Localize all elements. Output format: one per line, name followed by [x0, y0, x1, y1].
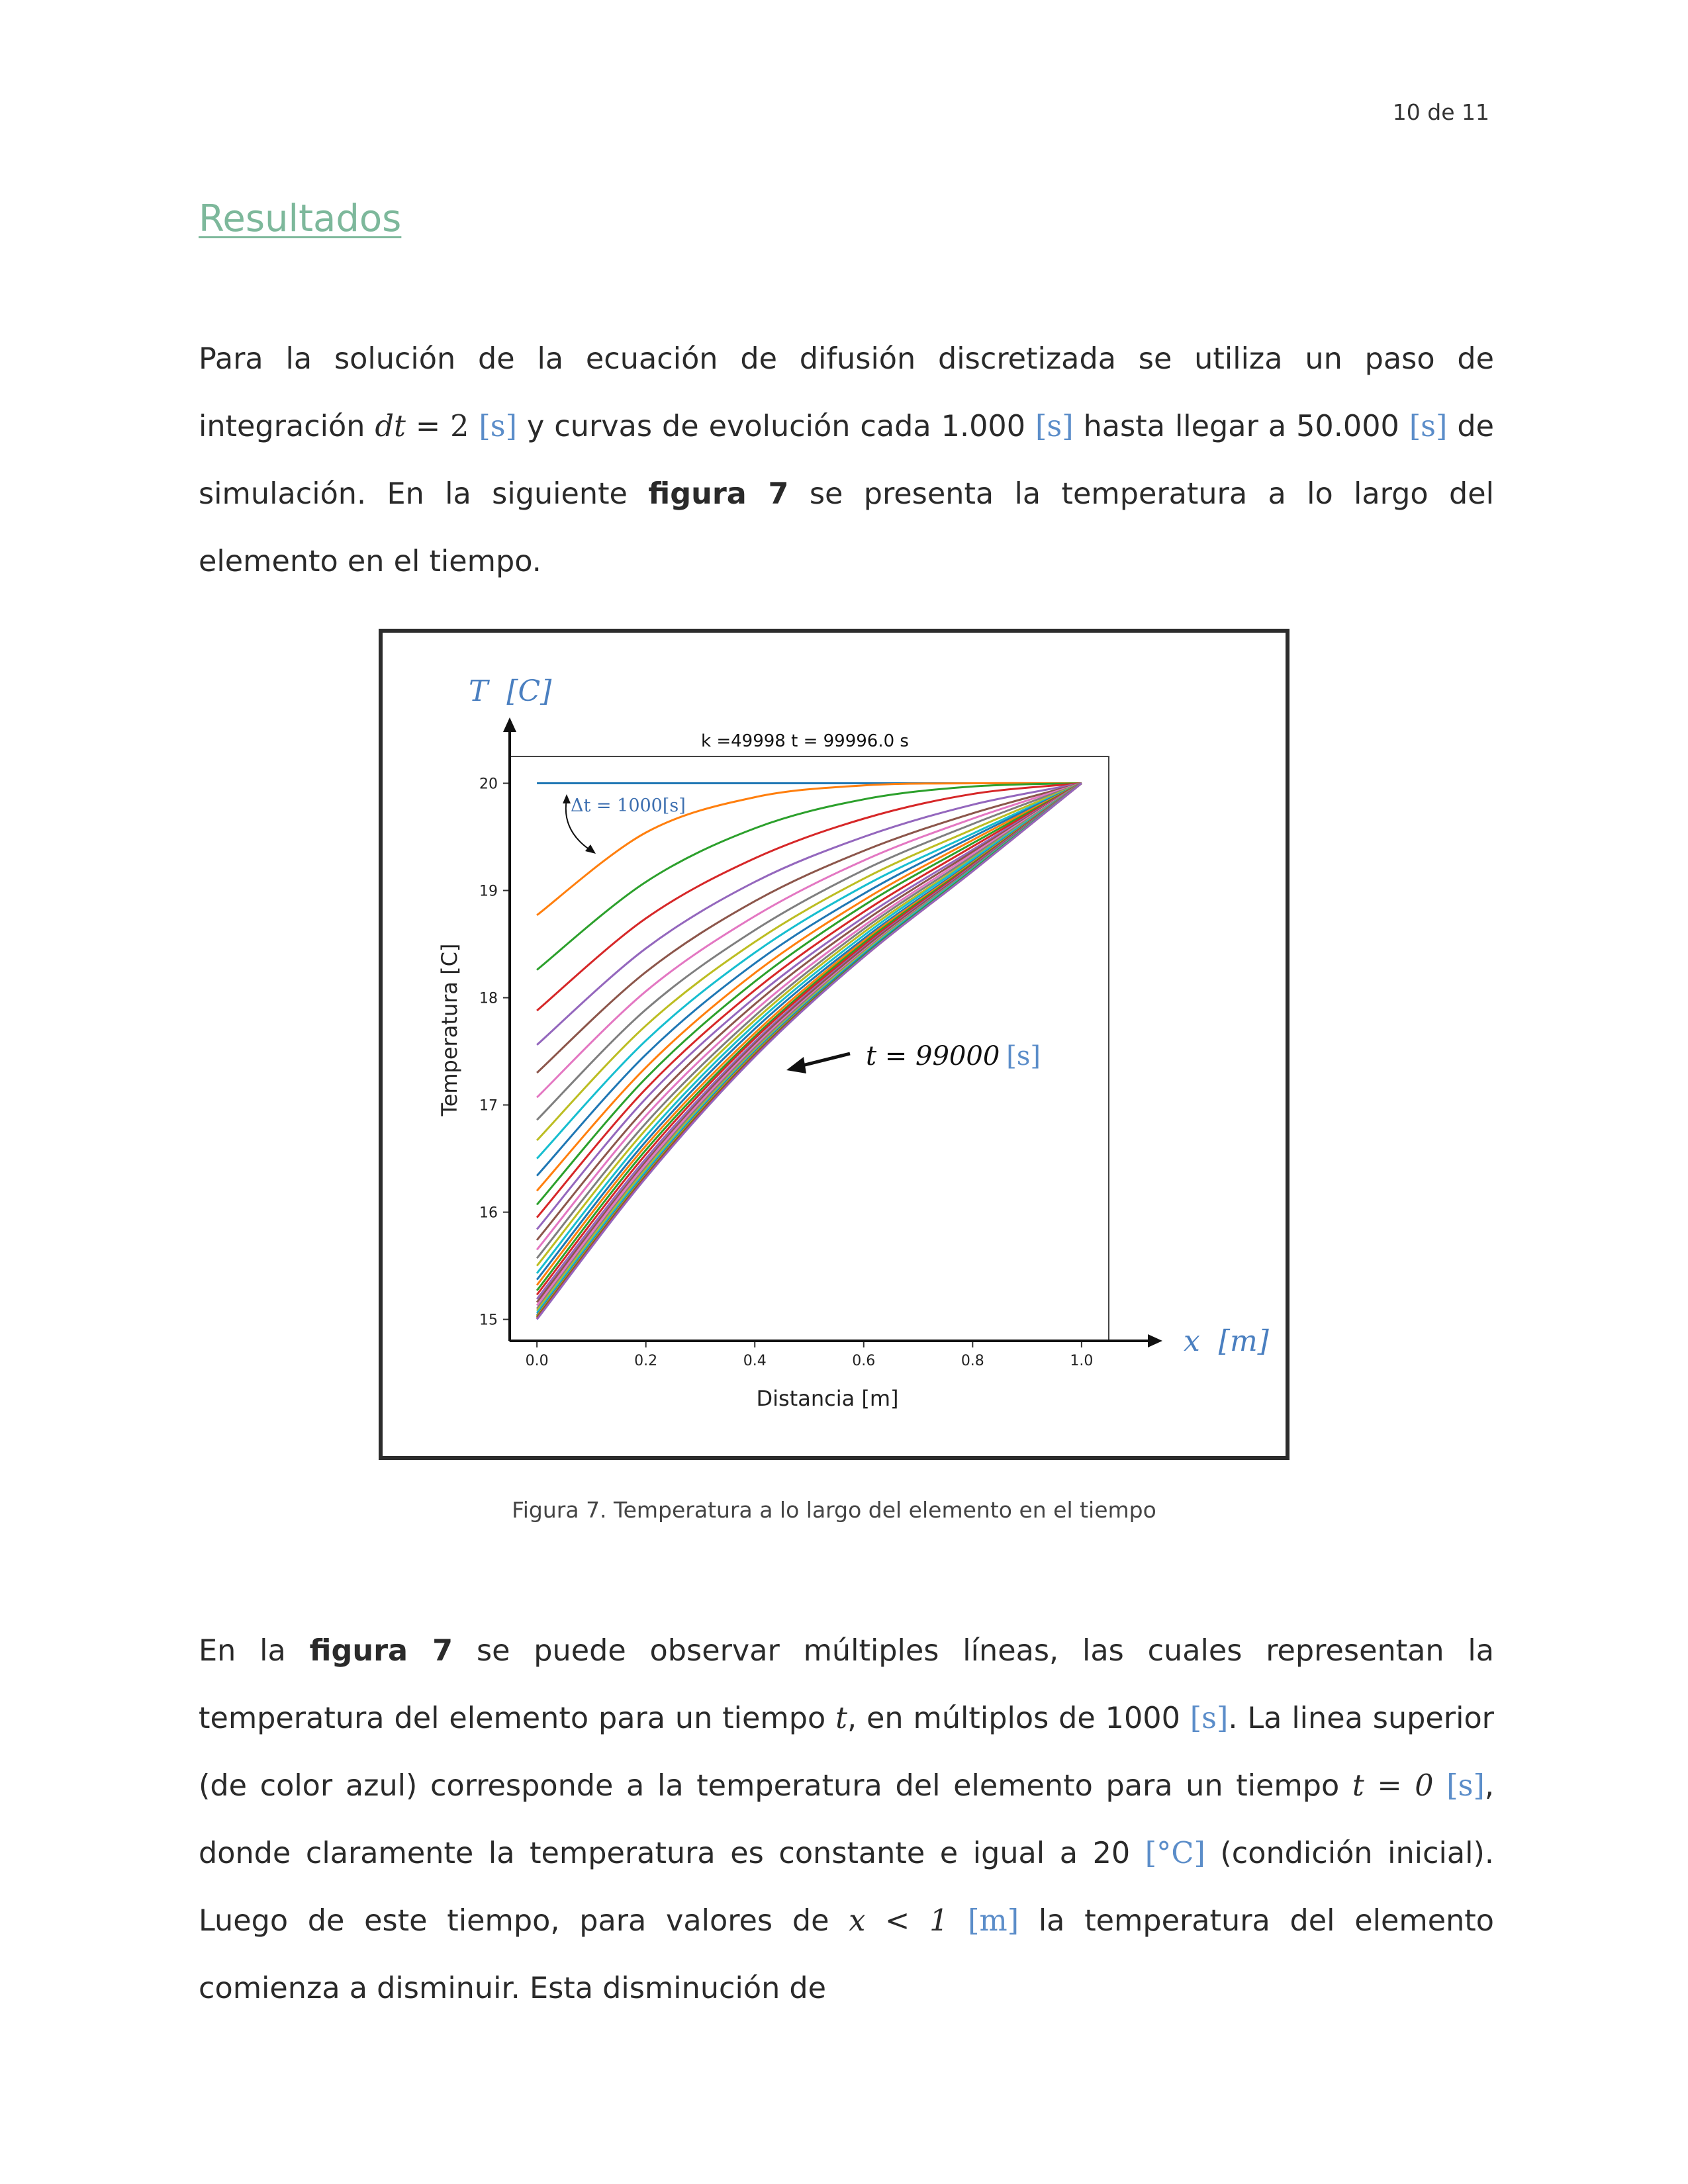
figure-caption: Figura 7. Temperatura a lo largo del ele… — [512, 1497, 1156, 1523]
paragraph-intro: Para la solución de la ecuación de difus… — [199, 326, 1494, 596]
x-axis-arrowhead — [1148, 1334, 1162, 1347]
unit-celsius: [°C] — [1145, 1837, 1205, 1870]
math-t: t — [835, 1702, 847, 1735]
series-line-9 — [536, 782, 1082, 1160]
series-line-13 — [536, 782, 1082, 1218]
x-tick-label: 0.8 — [961, 1353, 984, 1369]
series-layer — [536, 782, 1082, 1320]
text-run: se puede observar múltiples líneas, las … — [199, 1634, 1494, 1735]
annotation-dt-arrowhead — [585, 844, 596, 854]
annotation-t99000-text: t = 99000 — [866, 1041, 1000, 1071]
series-line-15 — [536, 782, 1082, 1241]
unit-s: [s] — [1409, 410, 1448, 443]
annotation-dt: Δt = 1000[s] — [571, 796, 686, 816]
text-run: y curvas de evolución cada 1.000 — [516, 410, 1036, 443]
series-line-26 — [536, 782, 1082, 1306]
series-line-34 — [536, 782, 1082, 1320]
y-tick-label: 18 — [479, 991, 498, 1007]
series-line-14 — [536, 782, 1082, 1230]
text-run: Para la solución de la ecuación de difus… — [199, 342, 1494, 443]
annotation-x-axis: x [m] — [1184, 1324, 1270, 1358]
series-line-16 — [536, 782, 1082, 1251]
figure-reference: figura 7 — [309, 1634, 453, 1668]
x-tick-label: 0.0 — [526, 1353, 549, 1369]
series-line-33 — [536, 782, 1082, 1319]
temperature-chart: 0.0 0.2 0.4 0.6 0.8 1.0 15 16 17 18 19 20 k =49998 … — [437, 674, 1270, 1411]
x-axis-label: Distancia [m] — [756, 1386, 898, 1411]
text-run: (condición inicial). Luego de este tiemp… — [199, 1837, 1494, 1938]
series-line-10 — [536, 782, 1082, 1177]
x-tick-label: 0.6 — [852, 1353, 875, 1369]
series-line-2 — [536, 782, 1082, 971]
series-line-8 — [536, 782, 1082, 1142]
text-run: . La linea superior (de color azul) corr… — [199, 1702, 1494, 1803]
x-tick-label: 0.4 — [743, 1353, 767, 1369]
annotation-t99000: t = 99000 [s] — [866, 1041, 1041, 1071]
unit-m: [m] — [968, 1904, 1019, 1938]
text-run: , en múltiplos de 1000 — [847, 1702, 1190, 1735]
series-line-17 — [536, 782, 1082, 1259]
text-run: , donde claramente la temperatura es con… — [199, 1769, 1494, 1870]
series-line-19 — [536, 782, 1082, 1274]
page-number: 10 de 11 — [1392, 99, 1489, 125]
series-line-31 — [536, 782, 1082, 1317]
series-line-22 — [536, 782, 1082, 1291]
series-line-32 — [536, 782, 1082, 1318]
tick-layer: 0.0 0.2 0.4 0.6 0.8 1.0 15 16 17 18 19 20 — [479, 776, 1093, 1369]
figure-reference: figura 7 — [648, 477, 789, 511]
y-tick-label: 15 — [479, 1312, 498, 1329]
annotation-dt-arrowhead-top — [563, 794, 571, 803]
annotation-t99000-unit: [s] — [1006, 1041, 1041, 1071]
series-line-24 — [536, 782, 1082, 1300]
figure-frame: 0.0 0.2 0.4 0.6 0.8 1.0 15 16 17 18 19 20 k =49998 … — [379, 629, 1289, 1460]
annotation-t99000-arrow — [799, 1052, 851, 1068]
x-tick-label: 1.0 — [1070, 1353, 1093, 1369]
series-line-25 — [536, 782, 1082, 1303]
unit-s: [s] — [1035, 410, 1074, 443]
series-line-1 — [536, 782, 1082, 916]
text-run: de simulación. En la siguiente — [199, 410, 1494, 511]
y-axis-label: Temperatura [C] — [437, 944, 462, 1117]
text-run: se presenta la temperatura a lo largo de… — [199, 477, 1494, 578]
series-line-6 — [536, 782, 1082, 1099]
text-run: hasta llegar a 50.000 — [1073, 410, 1409, 443]
y-tick-label: 17 — [479, 1098, 498, 1115]
math-equals-2: = 2 — [405, 410, 469, 443]
series-line-4 — [536, 782, 1082, 1046]
series-line-11 — [536, 782, 1082, 1192]
series-line-23 — [536, 782, 1082, 1296]
math-x-less-1: x < 1 — [849, 1904, 949, 1938]
unit-s: [s] — [1446, 1769, 1485, 1803]
unit-s: [s] — [479, 410, 517, 443]
series-line-5 — [536, 782, 1082, 1074]
section-heading: Resultados — [199, 197, 402, 240]
text-run — [1434, 1769, 1447, 1803]
series-line-12 — [536, 782, 1082, 1206]
x-tick-label: 0.2 — [634, 1353, 657, 1369]
math-t-equals-0: t = 0 — [1352, 1769, 1434, 1803]
y-tick-label: 20 — [479, 776, 498, 793]
annotation-t99000-arrowhead — [786, 1057, 806, 1073]
y-tick-label: 19 — [479, 884, 498, 900]
series-line-3 — [536, 782, 1082, 1012]
series-line-27 — [536, 782, 1082, 1310]
series-line-7 — [536, 782, 1082, 1121]
y-axis-arrowhead — [503, 717, 516, 732]
series-line-29 — [536, 782, 1082, 1314]
series-line-30 — [536, 782, 1082, 1316]
text-run: En la — [199, 1634, 310, 1668]
paragraph-discussion: En la figura 7 se puede observar múltipl… — [199, 1617, 1494, 2023]
annotation-dt-arrow — [565, 799, 592, 852]
annotation-y-axis: T [C] — [469, 674, 552, 708]
text-run — [948, 1904, 968, 1938]
y-tick-label: 16 — [479, 1205, 498, 1222]
chart-title: k =49998 t = 99996.0 s — [701, 731, 909, 751]
series-line-28 — [536, 782, 1082, 1312]
math-dt: dt — [375, 410, 406, 443]
unit-s: [s] — [1190, 1702, 1229, 1735]
text-run: la temperatura del elemento comienza a d… — [199, 1904, 1494, 2005]
